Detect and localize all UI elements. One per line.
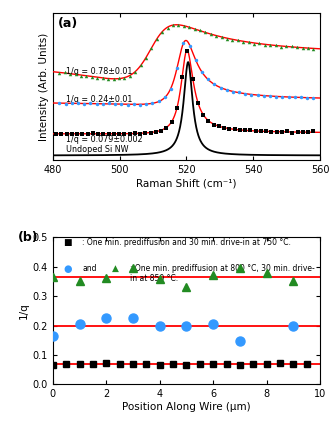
Y-axis label: Intensity (Arb. Units): Intensity (Arb. Units)	[39, 32, 49, 141]
Text: 1/q = 0.24±0.01: 1/q = 0.24±0.01	[66, 95, 133, 105]
Text: : One min. prediffusion and 30 min. drive-in at 750 °C.: : One min. prediffusion and 30 min. driv…	[82, 238, 291, 247]
Text: Undoped Si NW: Undoped Si NW	[66, 146, 129, 155]
Text: 1/q = 0.78±0.01: 1/q = 0.78±0.01	[66, 67, 133, 76]
Text: (a): (a)	[58, 17, 79, 30]
Text: (b): (b)	[18, 231, 39, 244]
Text: and: and	[82, 264, 97, 273]
Text: 1/q = 0.079±0.002: 1/q = 0.079±0.002	[66, 135, 143, 144]
X-axis label: Position Along Wire (μm): Position Along Wire (μm)	[122, 402, 251, 412]
Text: ●: ●	[63, 264, 72, 273]
Text: ■: ■	[63, 238, 72, 247]
X-axis label: Raman Shift (cm⁻¹): Raman Shift (cm⁻¹)	[136, 178, 237, 188]
Text: ▲: ▲	[112, 264, 118, 273]
Text: : One min. prediffusion at 800 °C, 30 min. drive-
in at 850 °C.: : One min. prediffusion at 800 °C, 30 mi…	[130, 264, 315, 283]
Y-axis label: 1/q: 1/q	[18, 302, 28, 319]
